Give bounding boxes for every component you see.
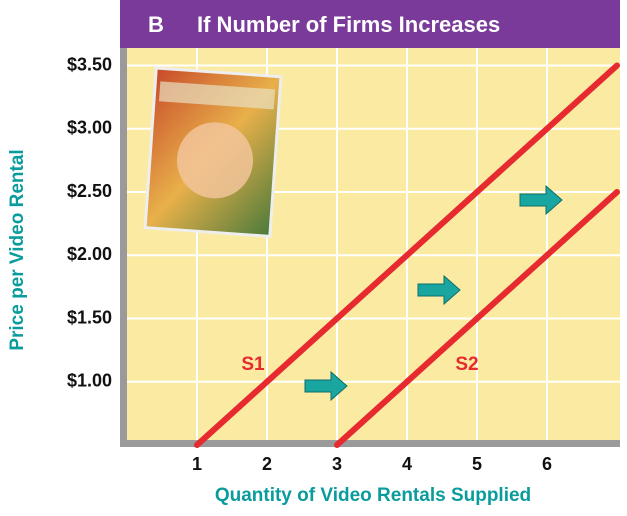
y-tick-label: $2.00 <box>67 244 112 264</box>
x-tick-label: 3 <box>332 454 342 474</box>
x-axis-title: Quantity of Video Rentals Supplied <box>215 485 531 506</box>
y-tick-label: $1.50 <box>67 307 112 327</box>
y-tick-label: $3.00 <box>67 118 112 138</box>
x-tick-label: 1 <box>192 454 202 474</box>
chart: B If Number of Firms Increases Quantity … <box>0 0 627 516</box>
x-tick-label: 5 <box>472 454 482 474</box>
y-tick-label: $1.00 <box>67 371 112 391</box>
chart-title: If Number of Firms Increases <box>197 12 500 37</box>
y-tick-label: $2.50 <box>67 181 112 201</box>
panel-label: B <box>148 12 164 37</box>
y-axis-band <box>120 48 127 447</box>
x-tick-label: 2 <box>262 454 272 474</box>
x-tick-label: 6 <box>542 454 552 474</box>
y-tick-label: $3.50 <box>67 54 112 74</box>
game-box-image <box>145 68 281 236</box>
y-axis-title: Price per Video Rental <box>7 149 28 350</box>
series-label: S1 <box>241 354 265 375</box>
x-tick-label: 4 <box>402 454 412 474</box>
series-label: S2 <box>455 354 478 375</box>
